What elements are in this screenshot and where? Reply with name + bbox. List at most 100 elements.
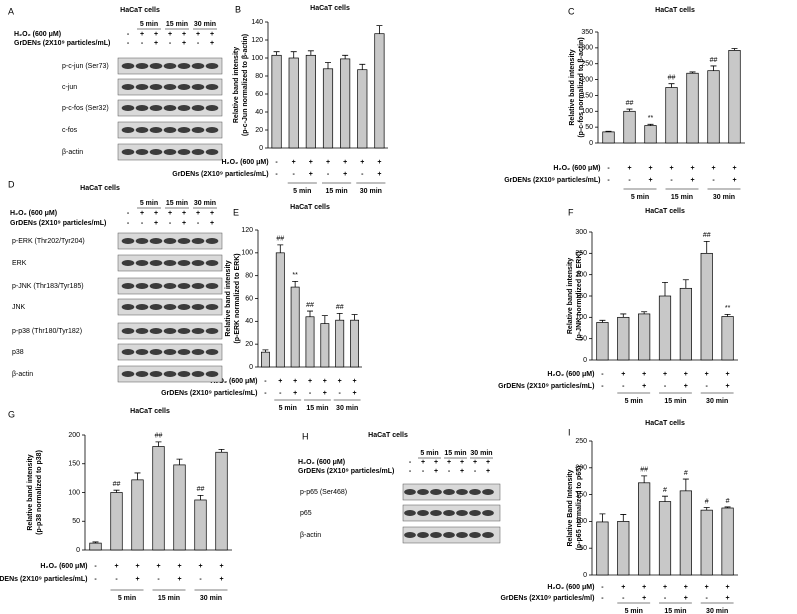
y-tick-label: 300: [575, 229, 587, 236]
error-bar: [620, 514, 627, 522]
blot-band: [163, 84, 177, 90]
y-tick-label: 0: [583, 357, 587, 364]
error-bar: [647, 123, 654, 126]
blot-band: [177, 238, 191, 244]
treatment-mark: +: [140, 210, 144, 217]
treatment-mark: +: [210, 210, 214, 217]
group-label: 15 min: [664, 608, 686, 614]
bar: [721, 507, 734, 576]
y-axis-label: (p-ERK normalized to ERK): [234, 253, 241, 343]
blot-band: [191, 283, 205, 289]
bar: [602, 131, 615, 144]
bar-label: #: [726, 498, 730, 505]
treatment-label: H₂O₂ (600 μM): [10, 210, 57, 217]
panel-letter: F: [568, 207, 574, 217]
treatment-mark: +: [323, 378, 327, 385]
error-bar: [359, 63, 366, 70]
bar: [679, 490, 692, 576]
treatment-mark: -: [664, 595, 667, 602]
bar: [322, 68, 334, 149]
treatment-mark: +: [663, 584, 667, 591]
treatment-mark: +: [486, 468, 490, 475]
blot-band: [177, 260, 191, 266]
error-bar: [689, 71, 696, 74]
group-label: 15 min: [671, 194, 693, 201]
blot-band: [177, 371, 191, 377]
y-axis-label: Relative Band Intensity: [567, 469, 574, 546]
treatment-mark: +: [421, 459, 425, 466]
bar: [89, 542, 102, 551]
treatment-label: GrDENs (2X10⁹ particles/mL): [0, 576, 88, 583]
treatment-mark: +: [642, 371, 646, 378]
blot-band: [121, 84, 135, 90]
treatment-mark: +: [114, 563, 118, 570]
y-tick-label: 200: [575, 465, 587, 472]
bar: [194, 499, 207, 551]
treatment-mark: +: [177, 576, 181, 583]
error-bar: [197, 494, 204, 500]
blot-band: [135, 149, 149, 155]
treatment-mark: -: [607, 165, 610, 172]
y-tick-label: 100: [241, 250, 253, 257]
treatment-mark: -: [141, 40, 144, 47]
blot-band: [469, 510, 481, 516]
blot-band: [443, 510, 455, 516]
treatment-mark: -: [601, 371, 604, 378]
band-label: ERK: [12, 260, 27, 267]
treatment-mark: -: [127, 220, 130, 227]
treatment-mark: +: [219, 563, 223, 570]
treatment-label: H₂O₂ (600 μM): [298, 459, 345, 466]
blot-band: [177, 105, 191, 111]
band-label: JNK: [12, 304, 26, 311]
treatment-mark: -: [264, 378, 267, 385]
y-tick-label: 60: [245, 295, 253, 302]
bar-label: #: [705, 498, 709, 505]
y-tick-label: 60: [255, 91, 263, 98]
y-axis-label: (p-c-fos normalized to β-actin): [578, 37, 585, 137]
blot-band: [163, 127, 177, 133]
treatment-mark: +: [309, 159, 313, 166]
treatment-mark: +: [726, 383, 730, 390]
error-bar: [662, 495, 668, 502]
blot-band: [163, 260, 177, 266]
group-label: 5 min: [279, 405, 297, 412]
chart-title: HaCaT cells: [130, 408, 170, 415]
group-label: 5 min: [420, 450, 438, 457]
treatment-mark: -: [275, 171, 278, 178]
blot-band: [163, 238, 177, 244]
error-bar: [336, 312, 343, 321]
group-label: 5 min: [293, 188, 311, 195]
treatment-mark: -: [141, 220, 144, 227]
band-label: p-c-jun (Ser73): [62, 63, 109, 70]
y-tick-label: 80: [245, 273, 253, 280]
treatment-mark: -: [422, 468, 425, 475]
bar: [357, 69, 368, 149]
treatment-mark: -: [293, 171, 296, 178]
y-tick-label: 100: [68, 489, 80, 496]
error-bar: [325, 62, 331, 69]
error-bar: [703, 507, 710, 511]
treatment-mark: +: [434, 459, 438, 466]
group-label: 30 min: [200, 595, 222, 602]
bar: [728, 50, 741, 144]
treatment-mark: +: [621, 371, 625, 378]
treatment-mark: -: [279, 390, 282, 397]
treatment-mark: -: [628, 177, 631, 184]
group-label: 15 min: [166, 200, 188, 207]
bar-label: ##: [197, 486, 205, 493]
treatment-label: GrDENs (2X10⁹ particles/mL): [161, 390, 257, 397]
error-bar: [724, 506, 731, 508]
treatment-mark: +: [309, 171, 313, 178]
treatment-label: GrDENs (2X10⁹ particles/mL): [504, 177, 600, 184]
group-label: 30 min: [336, 405, 358, 412]
blot-band: [163, 304, 177, 310]
y-tick-label: 150: [575, 293, 587, 300]
treatment-mark: -: [706, 595, 709, 602]
blot-band: [135, 63, 149, 69]
treatment-label: H₂O₂ (600 μM): [210, 378, 257, 385]
treatment-mark: -: [409, 468, 412, 475]
panel-letter: A: [8, 6, 14, 16]
treatment-mark: -: [327, 171, 330, 178]
band-label: p-p38 (Thr180/Tyr182): [12, 328, 82, 335]
blot-band: [430, 510, 442, 516]
